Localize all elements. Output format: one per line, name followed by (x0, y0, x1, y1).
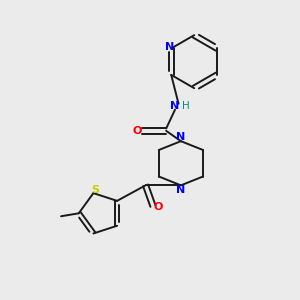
Text: H: H (182, 101, 190, 111)
Text: N: N (170, 101, 180, 111)
Text: O: O (133, 126, 142, 136)
Text: N: N (165, 42, 174, 52)
Text: S: S (91, 185, 99, 195)
Text: N: N (176, 185, 185, 195)
Text: O: O (154, 202, 163, 212)
Text: N: N (176, 132, 185, 142)
